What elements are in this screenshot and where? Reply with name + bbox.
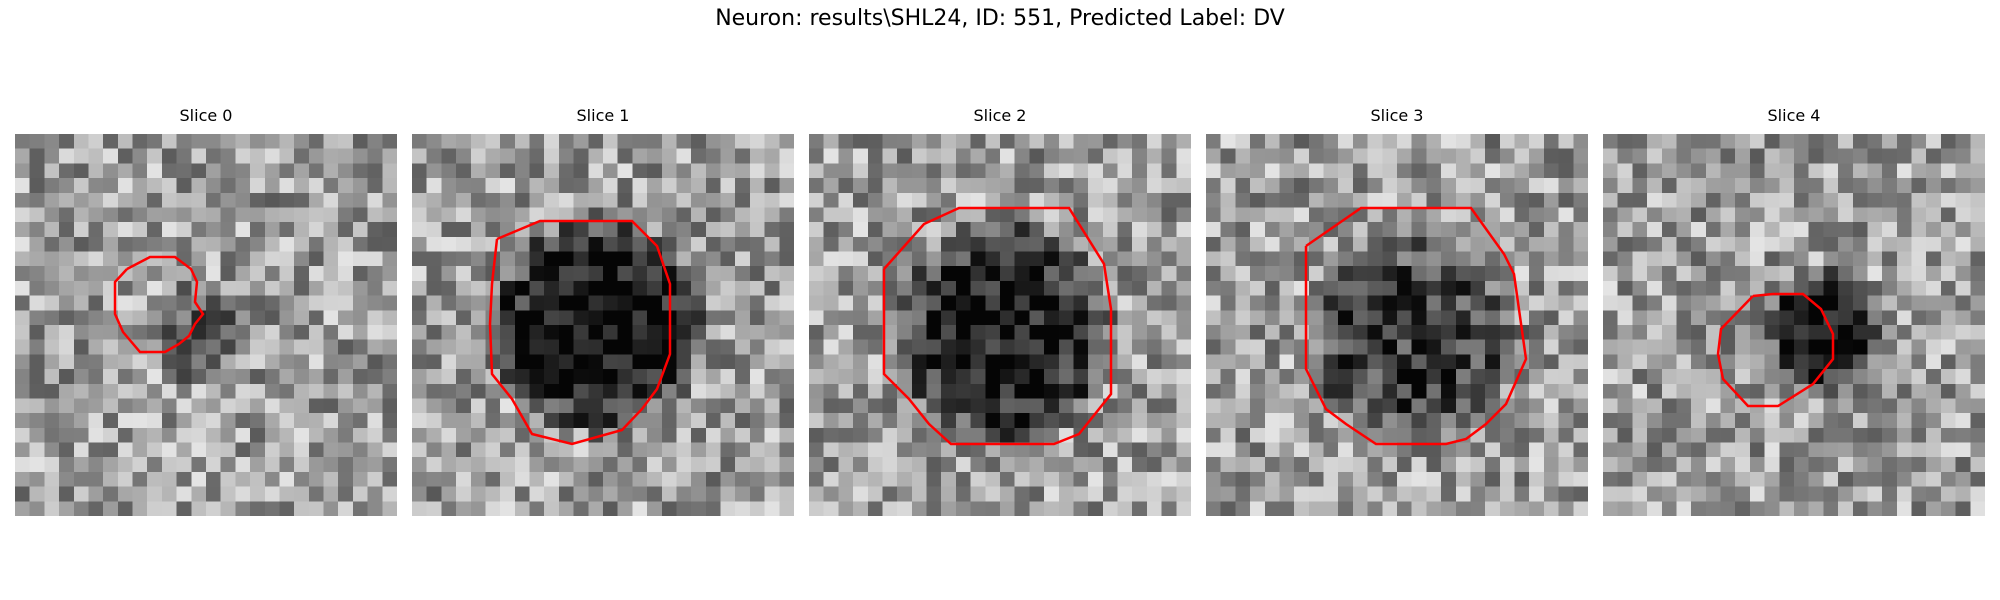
slice-pixels	[412, 134, 794, 516]
slice-pixels	[1603, 134, 1985, 516]
segmentation-contour	[113, 255, 205, 354]
figure-title: Neuron: results\SHL24, ID: 551, Predicte…	[715, 6, 1285, 31]
segmentation-contour	[1716, 292, 1835, 408]
slice-pixels	[1206, 134, 1588, 516]
contour-line	[1304, 206, 1528, 446]
slice-title: Slice 2	[973, 106, 1027, 125]
slice-image	[1603, 134, 1985, 516]
segmentation-contour	[488, 219, 672, 446]
slice-title: Slice 4	[1767, 106, 1821, 125]
slice-image	[809, 134, 1191, 516]
slice-pixels	[15, 134, 397, 516]
slice-title: Slice 1	[576, 106, 630, 125]
slice-title: Slice 3	[1370, 106, 1424, 125]
slice-image	[1206, 134, 1588, 516]
contour-line	[1716, 292, 1835, 408]
segmentation-contour	[1304, 206, 1528, 446]
slice-image	[15, 134, 397, 516]
contour-line	[882, 206, 1113, 446]
contour-line	[488, 219, 672, 446]
slice-image	[412, 134, 794, 516]
contour-line	[113, 255, 205, 354]
slice-title: Slice 0	[179, 106, 233, 125]
segmentation-contour	[882, 206, 1113, 446]
slice-pixels	[809, 134, 1191, 516]
